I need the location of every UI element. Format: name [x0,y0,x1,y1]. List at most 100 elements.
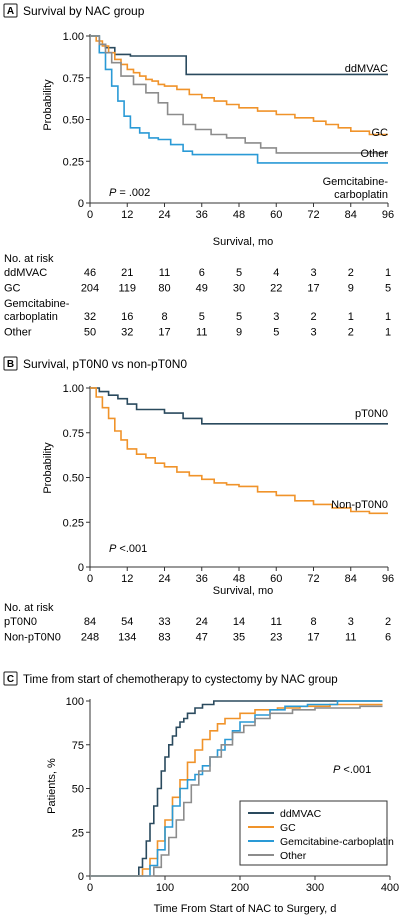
panel-b-x-tick-label: 60 [270,573,282,585]
panel-a-x-tick-label: 12 [121,209,133,221]
panel-a-risk-value: 22 [270,283,282,295]
panel-a-risk-table: ddMVAC 46 21 11 6 5 4 3 2 1GC 204 119 80 49 30 22 17 9 5Ge… [4,267,391,339]
panel-c-x-tick-label: 0 [87,882,93,894]
panel-a-x-tick-label: 36 [196,209,208,221]
panel-a-line-label-other: Other [360,148,388,160]
panel-b-series-non-pt0n0 [90,387,388,515]
panel-b-plot: 0 12 24 36 48 60 72 84 96 0 0.25 0.50 0.75 1.00 [63,383,395,585]
panel-c-legend: ddMVAC GC Gemcitabine-carboplatin Other [239,800,394,866]
panel-b-y-tick-label: 0 [78,562,84,574]
panel-a-risk-value: 1 [385,311,391,323]
panel-a-risk-value: 2 [348,267,354,279]
panel-a-risk-value: 3 [310,267,316,279]
panel-a-risk-value: 11 [159,267,170,279]
panel-b-pvalue-rest: <.001 [116,543,147,555]
panel-a-risk-heading: No. at risk [4,253,54,265]
panel-a-y-tick-label: 0.75 [63,73,84,85]
panel-a-risk-value: 5 [199,311,205,323]
panel-a-pvalue: P = .002 [109,187,150,199]
panel-b-risk-label-non-pt0n0: Non-pT0N0 [4,632,61,644]
panel-b-risk-value: 83 [158,632,170,644]
panel-a-risk-value: 32 [121,327,133,339]
panel-a-risk-value: 9 [348,283,354,295]
panel-a-x-tick-label: 60 [270,209,282,221]
panel-a-x-tick-label: 84 [345,209,357,221]
panel-a-risk-value: 5 [236,311,242,323]
panel-a-risk-label-gc: GC [4,283,21,295]
panel-a-title: Survival by NAC group [23,4,145,18]
panel-a: A Survival by NAC group 0 12 24 36 48 60 72 84 9… [3,3,395,339]
panel-a-y-tick-label: 0.25 [63,156,84,168]
panel-c-pvalue: P <.001 [333,764,371,776]
panel-c-pvalue-rest: <.001 [340,764,371,776]
panel-a-risk-value: 3 [273,311,279,323]
panel-c-y-tick-label: 25 [72,827,84,839]
panel-b-risk-value: 2 [385,616,391,628]
panel-b-risk-value: 248 [81,632,99,644]
panel-a-badge-letter: A [7,6,14,17]
panel-c-series-other [90,705,383,877]
panel-b-x-tick-label: 72 [307,573,319,585]
panel-b-title: Survival, pT0N0 vs non-pT0N0 [23,357,187,371]
panel-a-x-tick-label: 72 [307,209,319,221]
panel-b-risk-value: 24 [196,616,208,628]
panel-c-xlabel: Time From Start of NAC to Surgery, d [154,903,337,915]
panel-c-y-tick-label: 100 [66,696,84,708]
panel-b-risk-value: 23 [270,632,282,644]
panel-a-series-gemcitabine-carboplatin [90,35,388,164]
panel-b-pvalue-p: P [109,543,117,555]
panel-b-y-tick-label: 0.75 [63,428,84,440]
panel-a-series-gc [90,35,388,136]
panel-a-pvalue-p: P [109,187,117,199]
panel-b-xlabel: Survival, mo [213,585,274,597]
panel-b-risk-value: 11 [271,616,282,628]
panel-a-risk-value: 9 [236,327,242,339]
panel-a-risk-label-ddmvac: ddMVAC [4,267,47,279]
panel-a-line-label-gc: GC [372,127,389,139]
panel-b-risk-value: 33 [158,616,170,628]
panel-b-x-tick-label: 84 [345,573,357,585]
panel-b-line-label-ptono: pT0N0 [355,408,388,420]
panel-a-plot: 0 12 24 36 48 60 72 84 96 0 0.25 0.50 0.75 1.00 [63,31,395,221]
panel-a-risk-value: 30 [233,283,245,295]
panel-a-line-label-gemcarbo-1: Gemcitabine- [323,176,389,188]
panel-a-risk-value: 1 [348,311,354,323]
panel-b-x-tick-label: 12 [121,573,133,585]
panel-a-risk-label-gemcitabine-carboplatin-line1: Gemcitabine- [4,298,70,310]
panel-b-y-tick-label: 0.50 [63,473,84,485]
panel-b-risk-value: 35 [233,632,245,644]
panel-c-legend-label-gc: GC [280,822,296,834]
panel-a-risk-value: 2 [348,327,354,339]
panel-b-badge-letter: B [7,359,14,370]
panel-c-legend-label-ddmvac: ddMVAC [280,808,322,820]
panel-b-y-tick-label: 0.25 [63,517,84,529]
panel-a-risk-value: 4 [273,267,279,279]
panel-b-risk-label-pt0n0: pT0N0 [4,616,37,628]
panel-b: B Survival, pT0N0 vs non-pT0N0 0 12 24 36 48… [3,356,395,644]
panel-b-x-tick-label: 0 [87,573,93,585]
panel-a-x-tick-label: 0 [87,209,93,221]
panel-a-badge [3,3,18,18]
panel-c-pvalue-p: P [333,764,341,776]
panel-b-risk-value: 54 [121,616,133,628]
panel-a-risk-value: 119 [118,283,136,295]
panel-a-risk-label-gemcitabine-carboplatin-line2: carboplatin [4,311,58,323]
panel-a-risk-value: 21 [121,267,133,279]
panel-c-y-tick-label: 50 [72,784,84,796]
panel-b-risk-value: 17 [307,632,319,644]
panel-b-x-tick-label: 96 [382,573,394,585]
panel-a-x-tick-label: 48 [233,209,245,221]
panel-a-risk-value: 11 [196,327,207,339]
panel-c-y-tick-label: 75 [72,740,84,752]
panel-a-risk-value: 5 [385,283,391,295]
panel-a-risk-value: 5 [273,327,279,339]
panel-b-risk-value: 6 [385,632,391,644]
panel-a-risk-value: 50 [84,327,96,339]
panel-a-risk-value: 5 [236,267,242,279]
panel-a-ylabel: Probability [42,79,54,131]
panel-c-legend-label-gemcitabine-carboplatin: Gemcitabine-carboplatin [280,836,394,848]
panel-a-y-tick-label: 0.50 [63,115,84,127]
panel-a-risk-value: 6 [199,267,205,279]
panel-a-series-other [90,35,388,154]
